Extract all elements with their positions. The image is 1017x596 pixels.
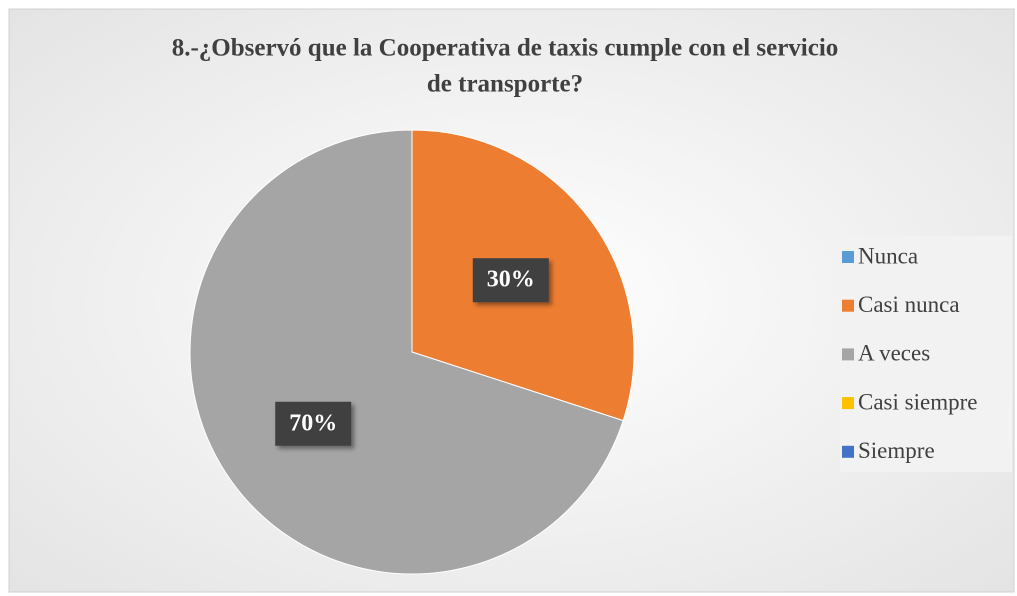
legend-swatch [842, 251, 854, 263]
legend-label: Nunca [858, 243, 918, 268]
data-label-box [275, 401, 352, 446]
legend-swatch [842, 299, 854, 312]
legend-swatch [842, 397, 854, 410]
data-label: 30% [487, 267, 535, 293]
legend-swatch [842, 348, 854, 361]
legend-box [840, 236, 1012, 472]
chart-title: de transporte? [427, 71, 583, 98]
data-label-box [472, 258, 549, 303]
chart-title: 8.-¿Observó que la Cooperativa de taxis … [172, 35, 839, 62]
pie-slice [189, 129, 624, 575]
legend-swatch [842, 445, 854, 458]
legend-label: Siempre [858, 438, 935, 463]
legend-label: A veces [858, 341, 930, 366]
data-label: 70% [289, 410, 337, 436]
legend-label: Casi nunca [858, 292, 960, 317]
legend-label: Casi siempre [858, 389, 977, 414]
